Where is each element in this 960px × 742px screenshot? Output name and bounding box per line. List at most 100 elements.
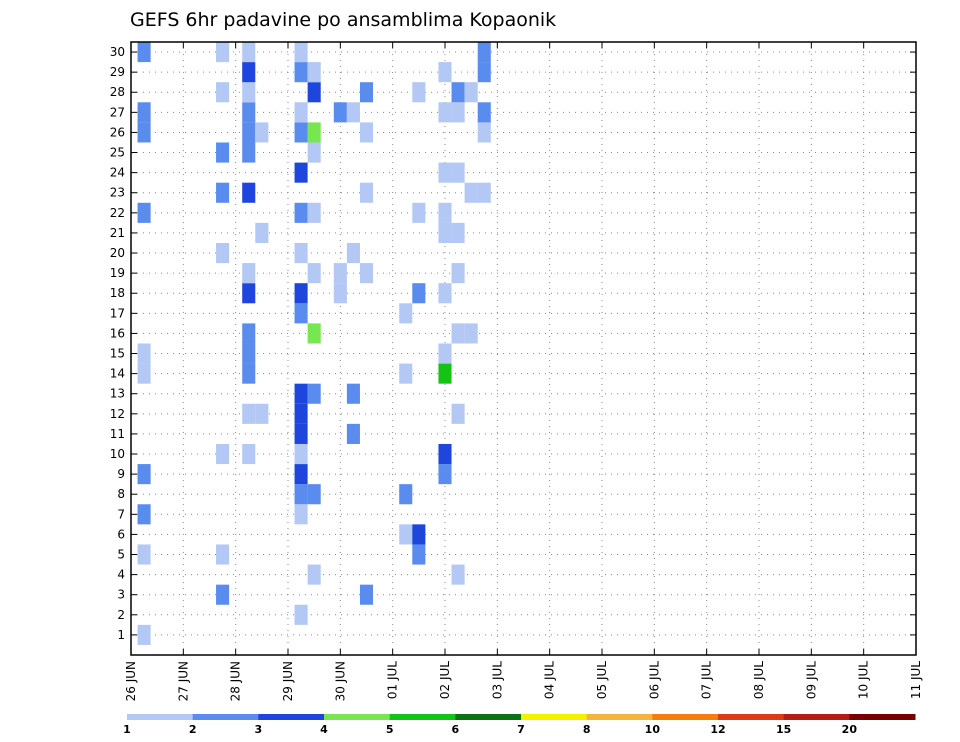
precip-cell bbox=[137, 544, 151, 565]
y-tick-label: 10 bbox=[110, 447, 125, 461]
precip-cell bbox=[451, 82, 465, 103]
x-tick-label: 05 JUL bbox=[595, 661, 609, 699]
colorbar-swatch bbox=[455, 714, 522, 720]
precip-cell bbox=[242, 122, 256, 143]
axes: 1234567891011121314151617181920212223242… bbox=[110, 42, 923, 701]
y-tick-label: 14 bbox=[110, 367, 125, 381]
precip-cell bbox=[464, 182, 478, 203]
precip-cell bbox=[216, 142, 230, 163]
colorbar-label: 5 bbox=[386, 723, 394, 736]
plot-frame bbox=[130, 41, 917, 656]
precip-cell bbox=[242, 443, 256, 465]
y-tick-label: 20 bbox=[110, 246, 125, 260]
precip-cell bbox=[137, 42, 151, 63]
precip-cell bbox=[438, 363, 452, 384]
y-tick-label: 28 bbox=[110, 85, 125, 99]
y-tick-label: 4 bbox=[117, 568, 125, 582]
precip-cell bbox=[451, 323, 465, 344]
precip-cell bbox=[451, 564, 465, 585]
precip-cell bbox=[255, 122, 269, 143]
precip-cell bbox=[399, 524, 413, 545]
y-tick-label: 13 bbox=[110, 387, 125, 401]
precip-cell bbox=[137, 504, 151, 525]
precip-cell bbox=[307, 82, 321, 103]
precip-cell bbox=[242, 82, 256, 103]
precip-cell bbox=[294, 122, 308, 143]
x-tick-label: 07 JUL bbox=[700, 661, 714, 699]
x-tick-label: 03 JUL bbox=[490, 661, 504, 699]
precip-cell bbox=[242, 42, 256, 63]
precip-cell bbox=[333, 263, 347, 284]
precip-cell bbox=[451, 403, 465, 424]
precip-cell bbox=[294, 423, 308, 444]
precip-cell bbox=[216, 242, 230, 264]
colorbar-label: 3 bbox=[255, 723, 263, 736]
precip-cell bbox=[294, 464, 308, 485]
y-tick-label: 15 bbox=[110, 347, 125, 361]
precip-cell bbox=[399, 303, 413, 324]
precip-cell bbox=[438, 102, 452, 123]
precip-cell bbox=[412, 544, 426, 565]
precip-cell bbox=[451, 102, 465, 123]
x-tick-label: 11 JUL bbox=[909, 661, 923, 699]
colorbar-label: 15 bbox=[776, 723, 791, 736]
y-tick-label: 30 bbox=[110, 45, 125, 59]
precip-cell bbox=[137, 202, 151, 223]
precip-cell bbox=[307, 202, 321, 223]
precip-cell bbox=[477, 122, 491, 143]
y-tick-label: 6 bbox=[117, 527, 125, 541]
precip-cell bbox=[294, 162, 308, 183]
chart-title: GEFS 6hr padavine po ansamblima Kopaonik bbox=[130, 9, 556, 31]
colorbar-swatch bbox=[652, 714, 719, 720]
y-tick-label: 24 bbox=[110, 166, 125, 180]
precip-cell bbox=[255, 403, 269, 424]
y-tick-label: 23 bbox=[110, 186, 125, 200]
y-tick-label: 25 bbox=[110, 146, 125, 160]
precip-cell bbox=[346, 102, 360, 123]
precip-cell bbox=[242, 403, 256, 424]
precip-cell bbox=[464, 82, 478, 103]
y-tick-label: 19 bbox=[110, 266, 125, 280]
precip-cell bbox=[307, 383, 321, 404]
y-tick-label: 12 bbox=[110, 407, 125, 421]
y-tick-label: 2 bbox=[117, 608, 125, 622]
precip-cell bbox=[438, 202, 452, 223]
precip-cell bbox=[294, 383, 308, 404]
precip-cell bbox=[307, 142, 321, 163]
y-tick-label: 21 bbox=[110, 226, 125, 240]
colorbar-swatch bbox=[718, 714, 785, 720]
precip-cell bbox=[438, 283, 452, 304]
precip-cell bbox=[242, 363, 256, 384]
precip-cell bbox=[294, 42, 308, 63]
precip-cell bbox=[294, 604, 308, 625]
precip-cell bbox=[346, 383, 360, 404]
y-tick-label: 11 bbox=[110, 427, 125, 441]
y-tick-label: 5 bbox=[117, 548, 125, 562]
y-tick-label: 27 bbox=[110, 105, 125, 119]
precip-cell bbox=[412, 524, 426, 545]
precip-cell bbox=[137, 363, 151, 384]
precip-cell bbox=[477, 102, 491, 123]
y-tick-label: 1 bbox=[117, 628, 125, 642]
precip-cell bbox=[216, 584, 230, 605]
x-tick-label: 10 JUL bbox=[857, 661, 871, 699]
precip-cell bbox=[359, 82, 374, 103]
precip-cell bbox=[242, 182, 256, 203]
colorbar-label: 7 bbox=[517, 723, 525, 736]
precip-cell bbox=[216, 544, 230, 565]
precip-cell bbox=[294, 102, 308, 123]
y-tick-label: 22 bbox=[110, 206, 125, 220]
precip-cell bbox=[412, 283, 426, 304]
precip-cell bbox=[242, 283, 256, 304]
precip-cell bbox=[438, 443, 452, 465]
y-tick-label: 9 bbox=[117, 467, 125, 481]
precip-cell bbox=[451, 222, 465, 243]
precip-cell bbox=[294, 242, 308, 264]
precip-cell bbox=[216, 82, 230, 103]
precip-cell bbox=[294, 283, 308, 304]
precip-cell bbox=[294, 303, 308, 324]
precip-cell bbox=[242, 263, 256, 284]
precip-cell bbox=[451, 162, 465, 183]
precip-cell bbox=[477, 42, 491, 63]
